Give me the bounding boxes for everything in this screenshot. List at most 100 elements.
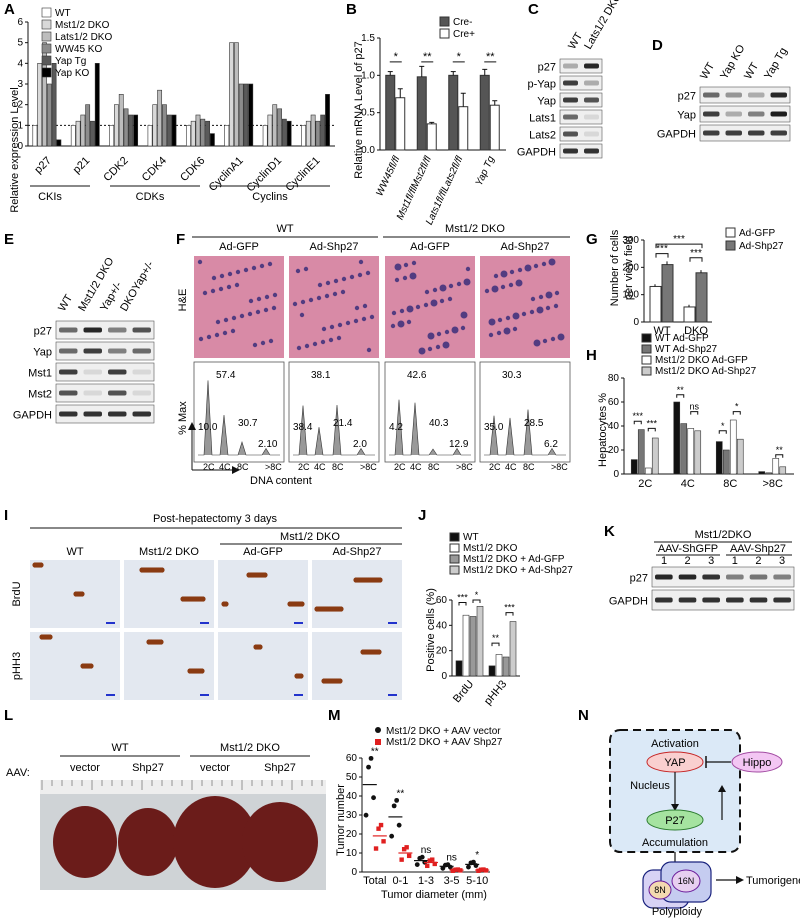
blot-k-band <box>702 574 720 580</box>
chart-b-sig: * <box>394 51 399 63</box>
chart-h-legend-swatch <box>641 366 652 376</box>
chart-a-legend-label: WT <box>55 8 71 19</box>
chart-h-sig-bracket <box>732 411 741 415</box>
chart-h-legend-label: WT Ad-Shp27 <box>655 344 718 355</box>
chart-a-bar <box>315 120 321 147</box>
chart-m-point <box>373 846 379 851</box>
flow-percent-label: 4.2 <box>389 422 403 433</box>
ihc-positive-nucleus <box>262 572 268 578</box>
he-nucleus <box>500 270 508 278</box>
flow-percent-label: 2.10 <box>258 439 278 450</box>
chart-a-legend-label: Yap Tg <box>55 56 86 67</box>
he-nucleus <box>206 334 212 340</box>
chart-a-bar <box>233 42 239 147</box>
he-nucleus <box>460 325 466 331</box>
blot-k-lane-label: 2 <box>755 555 761 567</box>
blot-k-group: Mst1/2DKO <box>695 529 752 541</box>
chart-a-xtick-label: CyclinD1 <box>245 155 285 195</box>
chart-m-ytick-label: 50 <box>346 772 358 783</box>
blot-e-band <box>59 411 78 417</box>
blot-k-strip <box>651 589 795 611</box>
chart-a-xtick-label: p27 <box>32 155 53 176</box>
he-nucleus <box>394 277 400 283</box>
chart-g-sig-bracket <box>655 243 703 249</box>
chart-b-legend-swatch <box>439 16 450 27</box>
he-nucleus <box>267 261 273 267</box>
he-nucleus <box>517 267 523 273</box>
diagram-8n: 8N <box>654 885 666 895</box>
chart-h-bar <box>758 471 766 475</box>
nucleus-16n <box>671 869 701 893</box>
panel-label-h: H <box>586 347 597 364</box>
chart-g-ytick-label: 0 <box>633 317 639 328</box>
he-nucleus <box>545 291 553 299</box>
chart-a-bar <box>209 133 215 147</box>
yap-to-p27-arrowhead <box>671 804 679 811</box>
panel-label-j: J <box>418 507 426 524</box>
chart-j-legend-swatch <box>449 543 460 553</box>
chart-a-bar <box>70 125 76 147</box>
he-nucleus <box>271 305 277 311</box>
panel-n-diagram: Activation YAP Hippo Nucleus P27 Accumul… <box>609 729 800 918</box>
chart-h-sig: * <box>735 402 739 412</box>
panel-l-col-label: Shp27 <box>264 762 296 774</box>
blot-c-band <box>563 131 578 137</box>
chart-h-bar <box>694 430 702 475</box>
blot-e-band <box>59 390 78 396</box>
he-nucleus <box>308 297 314 303</box>
blot-c-band <box>584 131 599 137</box>
chart-j-xtick-label: pHH3 <box>482 678 509 707</box>
chart-g-sig-bracket <box>655 253 669 258</box>
he-nucleus <box>317 282 323 288</box>
blot-c-strip <box>559 58 603 74</box>
flow-xtick-label: >8C <box>360 462 377 472</box>
he-nucleus <box>340 289 346 295</box>
chart-a-bar <box>195 114 201 147</box>
ihc-image <box>124 632 214 700</box>
blot-c-row-label: GAPDH <box>517 147 556 159</box>
chart-j-legend-label: Mst1/2 DKO + Ad-GFP <box>463 554 565 565</box>
chart-m-point <box>466 864 471 870</box>
chart-g-ytick-label: 300 <box>622 235 639 246</box>
chart-m-point <box>389 833 395 839</box>
chart-m-point <box>396 822 402 828</box>
diagram-16n: 16N <box>678 876 695 886</box>
blot-k-band <box>678 574 697 580</box>
blot-d-lane-label: Yap Tg <box>762 46 790 82</box>
chart-a-bar <box>200 118 206 147</box>
he-nucleus <box>222 330 228 336</box>
chart-a-bar <box>118 94 124 147</box>
chart-m-ytick-label: 0 <box>351 867 357 878</box>
panel-i-title: Post-hepatectomy 3 days <box>153 513 278 525</box>
blot-d-band <box>748 92 765 98</box>
he-nucleus <box>541 261 547 267</box>
diagram-tumorigenesis: Tumorigenesis <box>746 875 800 887</box>
chart-j-sig: *** <box>457 593 468 603</box>
he-nucleus <box>223 317 229 323</box>
blot-e-band <box>108 390 127 396</box>
chart-m-sig: ns <box>446 853 457 864</box>
he-nucleus <box>442 341 450 349</box>
chart-a-xtick-label: CDK2 <box>101 155 130 184</box>
he-nucleus <box>198 336 204 342</box>
blot-e-band <box>132 327 151 333</box>
ihc-image <box>124 560 214 628</box>
chart-j-bar <box>476 606 484 677</box>
chart-h-sig-bracket <box>775 454 784 458</box>
blot-d-lane-label: WT <box>742 60 761 81</box>
flow-percent-label: 35.0 <box>484 422 504 433</box>
chart-g-ytick-label: 200 <box>622 262 639 273</box>
blot-k-lane-label: 3 <box>708 555 714 567</box>
chart-a-bar <box>238 83 244 147</box>
blot-k-band <box>655 597 673 603</box>
chart-m-point <box>453 867 458 872</box>
he-nucleus <box>252 342 258 348</box>
flow-xtick-label: 8C <box>428 462 440 472</box>
chart-a-legend-label: Lats1/2 DKO <box>55 32 112 43</box>
chart-h-ytick-label: 60 <box>608 397 620 408</box>
chart-g-bar <box>695 272 708 323</box>
flow-percent-label: 42.6 <box>407 370 427 381</box>
he-nucleus <box>447 296 453 302</box>
he-nucleus <box>557 333 565 341</box>
chart-m-point <box>419 854 425 860</box>
